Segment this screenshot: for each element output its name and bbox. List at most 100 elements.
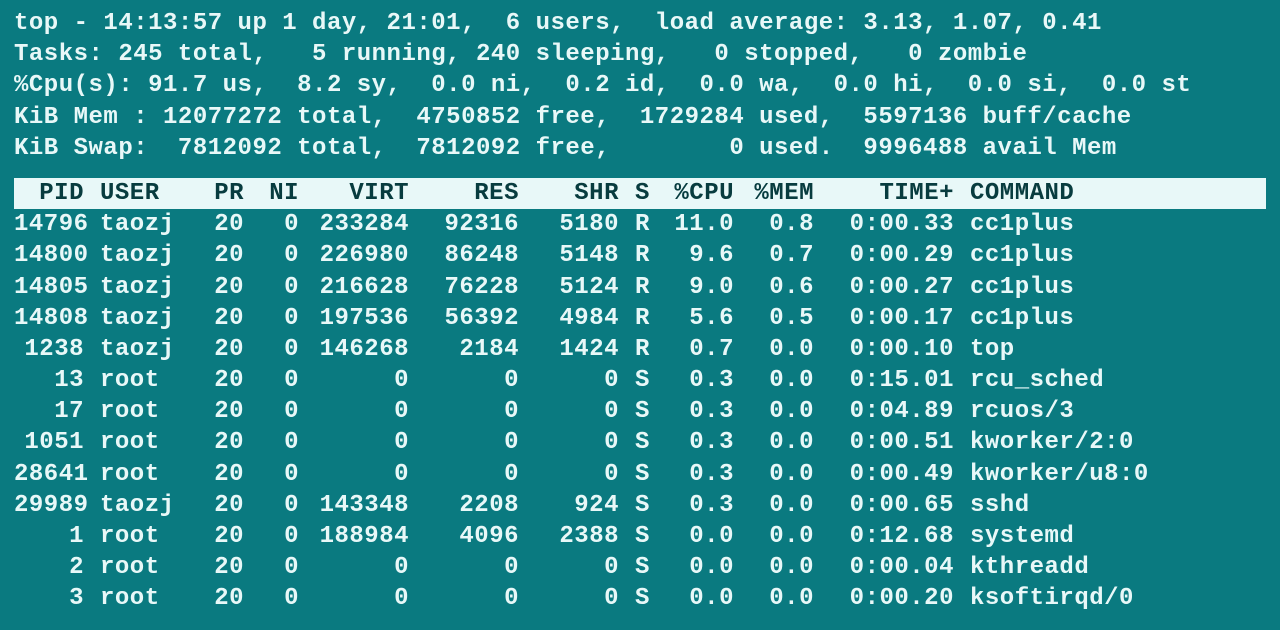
process-table: PID USER PR NI VIRT RES SHR S %CPU %MEM … — [14, 178, 1266, 615]
cell-time: 0:00.29 — [824, 240, 964, 271]
table-row[interactable]: 14808taozj200197536563924984R5.60.50:00.… — [14, 303, 1266, 334]
cell-pid: 29989 — [14, 490, 94, 521]
cell-s: R — [629, 209, 659, 240]
col-cmd[interactable]: COMMAND — [964, 178, 1266, 209]
cell-user: root — [94, 521, 189, 552]
table-row[interactable]: 14796taozj200233284923165180R11.00.80:00… — [14, 209, 1266, 240]
col-user[interactable]: USER — [94, 178, 189, 209]
col-s[interactable]: S — [629, 178, 659, 209]
cell-s: S — [629, 427, 659, 458]
cell-shr: 1424 — [529, 334, 629, 365]
cell-mem: 0.0 — [744, 521, 824, 552]
cell-time: 0:00.49 — [824, 459, 964, 490]
cell-s: R — [629, 334, 659, 365]
cell-ni: 0 — [254, 303, 309, 334]
cell-cmd: kthreadd — [964, 552, 1266, 583]
cell-cpu: 0.7 — [659, 334, 744, 365]
cell-cpu: 9.0 — [659, 272, 744, 303]
cell-cmd: cc1plus — [964, 272, 1266, 303]
cell-virt: 0 — [309, 427, 419, 458]
cell-cmd: sshd — [964, 490, 1266, 521]
cell-cpu: 0.3 — [659, 365, 744, 396]
cell-cpu: 5.6 — [659, 303, 744, 334]
col-mem[interactable]: %MEM — [744, 178, 824, 209]
col-shr[interactable]: SHR — [529, 178, 629, 209]
cell-res: 0 — [419, 365, 529, 396]
col-time[interactable]: TIME+ — [824, 178, 964, 209]
cell-ni: 0 — [254, 240, 309, 271]
cell-ni: 0 — [254, 583, 309, 614]
col-pr[interactable]: PR — [189, 178, 254, 209]
table-row[interactable]: 3root200000S0.00.00:00.20ksoftirqd/0 — [14, 583, 1266, 614]
table-row[interactable]: 14805taozj200216628762285124R9.00.60:00.… — [14, 272, 1266, 303]
cell-mem: 0.0 — [744, 552, 824, 583]
cell-time: 0:00.17 — [824, 303, 964, 334]
cell-time: 0:00.04 — [824, 552, 964, 583]
cell-virt: 233284 — [309, 209, 419, 240]
cell-cpu: 9.6 — [659, 240, 744, 271]
table-row[interactable]: 28641root200000S0.30.00:00.49kworker/u8:… — [14, 459, 1266, 490]
summary-swap: KiB Swap: 7812092 total, 7812092 free, 0… — [14, 133, 1266, 164]
summary-cpu: %Cpu(s): 91.7 us, 8.2 sy, 0.0 ni, 0.2 id… — [14, 70, 1266, 101]
cell-user: taozj — [94, 334, 189, 365]
cell-s: S — [629, 521, 659, 552]
cell-time: 0:00.65 — [824, 490, 964, 521]
cell-res: 0 — [419, 552, 529, 583]
cell-res: 92316 — [419, 209, 529, 240]
cell-pr: 20 — [189, 552, 254, 583]
cell-pr: 20 — [189, 272, 254, 303]
cell-mem: 0.5 — [744, 303, 824, 334]
cell-cpu: 0.3 — [659, 459, 744, 490]
cell-cmd: top — [964, 334, 1266, 365]
cell-shr: 2388 — [529, 521, 629, 552]
cell-res: 56392 — [419, 303, 529, 334]
cell-res: 2184 — [419, 334, 529, 365]
cell-mem: 0.7 — [744, 240, 824, 271]
table-row[interactable]: 2root200000S0.00.00:00.04kthreadd — [14, 552, 1266, 583]
cell-pr: 20 — [189, 303, 254, 334]
cell-user: root — [94, 365, 189, 396]
table-row[interactable]: 1238taozj20014626821841424R0.70.00:00.10… — [14, 334, 1266, 365]
cell-time: 0:00.33 — [824, 209, 964, 240]
table-row[interactable]: 29989taozj2001433482208924S0.30.00:00.65… — [14, 490, 1266, 521]
cell-user: taozj — [94, 303, 189, 334]
cell-virt: 0 — [309, 583, 419, 614]
cell-cpu: 0.0 — [659, 552, 744, 583]
table-row[interactable]: 1root20018898440962388S0.00.00:12.68syst… — [14, 521, 1266, 552]
col-pid[interactable]: PID — [14, 178, 94, 209]
cell-pr: 20 — [189, 240, 254, 271]
cell-s: S — [629, 583, 659, 614]
cell-virt: 143348 — [309, 490, 419, 521]
cell-s: R — [629, 272, 659, 303]
col-res[interactable]: RES — [419, 178, 529, 209]
cell-shr: 5180 — [529, 209, 629, 240]
cell-user: root — [94, 427, 189, 458]
cell-res: 86248 — [419, 240, 529, 271]
cell-s: S — [629, 459, 659, 490]
table-row[interactable]: 1051root200000S0.30.00:00.51kworker/2:0 — [14, 427, 1266, 458]
table-row[interactable]: 13root200000S0.30.00:15.01rcu_sched — [14, 365, 1266, 396]
cell-user: root — [94, 552, 189, 583]
col-cpu[interactable]: %CPU — [659, 178, 744, 209]
cell-ni: 0 — [254, 490, 309, 521]
cell-mem: 0.0 — [744, 490, 824, 521]
cell-time: 0:15.01 — [824, 365, 964, 396]
cell-ni: 0 — [254, 334, 309, 365]
col-virt[interactable]: VIRT — [309, 178, 419, 209]
cell-shr: 4984 — [529, 303, 629, 334]
col-ni[interactable]: NI — [254, 178, 309, 209]
cell-virt: 226980 — [309, 240, 419, 271]
summary-uptime: top - 14:13:57 up 1 day, 21:01, 6 users,… — [14, 8, 1266, 39]
cell-shr: 5148 — [529, 240, 629, 271]
cell-ni: 0 — [254, 427, 309, 458]
cell-time: 0:12.68 — [824, 521, 964, 552]
table-row[interactable]: 17root200000S0.30.00:04.89rcuos/3 — [14, 396, 1266, 427]
cell-pid: 14796 — [14, 209, 94, 240]
summary-mem: KiB Mem : 12077272 total, 4750852 free, … — [14, 102, 1266, 133]
table-row[interactable]: 14800taozj200226980862485148R9.60.70:00.… — [14, 240, 1266, 271]
cell-time: 0:00.27 — [824, 272, 964, 303]
cell-mem: 0.0 — [744, 427, 824, 458]
cell-res: 0 — [419, 396, 529, 427]
cell-res: 0 — [419, 459, 529, 490]
cell-cmd: cc1plus — [964, 209, 1266, 240]
